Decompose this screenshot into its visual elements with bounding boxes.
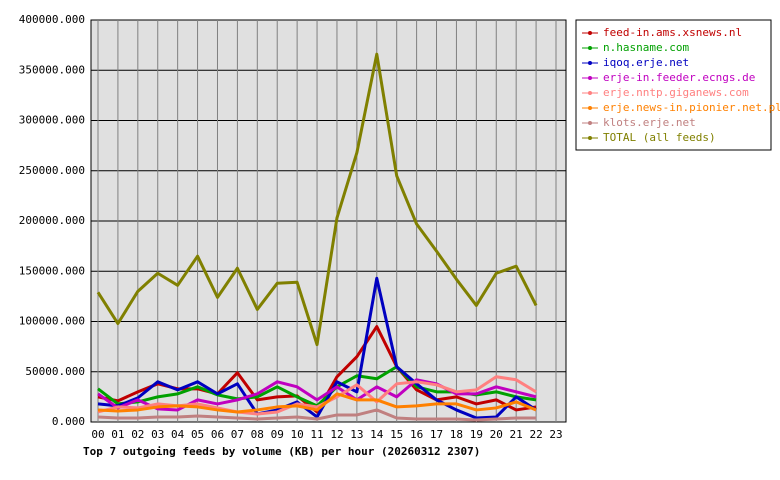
legend	[575, 19, 772, 151]
legend-marker	[588, 46, 592, 50]
legend-label: erje.news-in.pionier.net.pl	[603, 101, 780, 114]
x-tick-label: 18	[450, 428, 463, 441]
x-tick-label: 15	[390, 428, 403, 441]
x-tick-label: 01	[111, 428, 124, 441]
x-tick-label: 03	[151, 428, 164, 441]
series-line	[97, 392, 537, 414]
legend-label: n.hasname.com	[603, 41, 689, 54]
x-tick-label: 12	[330, 428, 343, 441]
y-tick-label: 0.000	[52, 415, 85, 428]
x-tick-label: 20	[490, 428, 503, 441]
legend-marker	[588, 61, 592, 65]
x-tick-label: 07	[231, 428, 244, 441]
y-tick-label: 100000.000	[19, 315, 85, 328]
y-tick-label: 350000.000	[19, 63, 85, 76]
x-tick-label: 05	[191, 428, 204, 441]
x-tick-label: 11	[310, 428, 323, 441]
series-line	[97, 378, 537, 412]
y-tick-label: 50000.000	[25, 365, 85, 378]
x-tick-label: 09	[271, 428, 284, 441]
y-tick-label: 400000.000	[19, 13, 85, 26]
legend-marker	[588, 91, 592, 95]
x-tick-label: 14	[370, 428, 384, 441]
legend-label: iqoq.erje.net	[603, 56, 689, 69]
x-tick-label: 02	[131, 428, 144, 441]
x-tick-label: 23	[549, 428, 562, 441]
legend-label: klots.erje.net	[603, 116, 696, 129]
x-tick-label: 04	[171, 428, 185, 441]
legend-marker	[588, 76, 592, 80]
y-tick-label: 300000.000	[19, 114, 85, 127]
series-line	[97, 408, 537, 422]
legend-marker	[588, 121, 592, 125]
series-line	[97, 276, 537, 420]
y-tick-label: 150000.000	[19, 264, 85, 277]
x-tick-label: 08	[251, 428, 264, 441]
legend-marker	[588, 136, 592, 140]
legend-label: feed-in.ams.xsnews.nl	[603, 26, 742, 39]
chart-title: Top 7 outgoing feeds by volume (KB) per …	[83, 445, 480, 458]
y-tick-label: 200000.000	[19, 214, 85, 227]
series-line	[96, 52, 538, 347]
x-tick-label: 17	[430, 428, 443, 441]
x-tick-label: 10	[291, 428, 304, 441]
legend-label: erje.nntp.giganews.com	[603, 86, 749, 99]
x-tick-label: 19	[470, 428, 483, 441]
legend-marker	[588, 31, 592, 35]
legend-marker	[588, 106, 592, 110]
x-tick-label: 00	[91, 428, 104, 441]
legend-label: erje-in.feeder.ecngs.de	[603, 71, 755, 84]
x-tick-label: 06	[211, 428, 224, 441]
x-tick-label: 22	[529, 428, 542, 441]
x-tick-label: 13	[350, 428, 363, 441]
x-tick-label: 16	[410, 428, 423, 441]
legend-label: TOTAL (all feeds)	[603, 131, 716, 144]
y-tick-label: 250000.000	[19, 164, 85, 177]
x-tick-label: 21	[510, 428, 523, 441]
